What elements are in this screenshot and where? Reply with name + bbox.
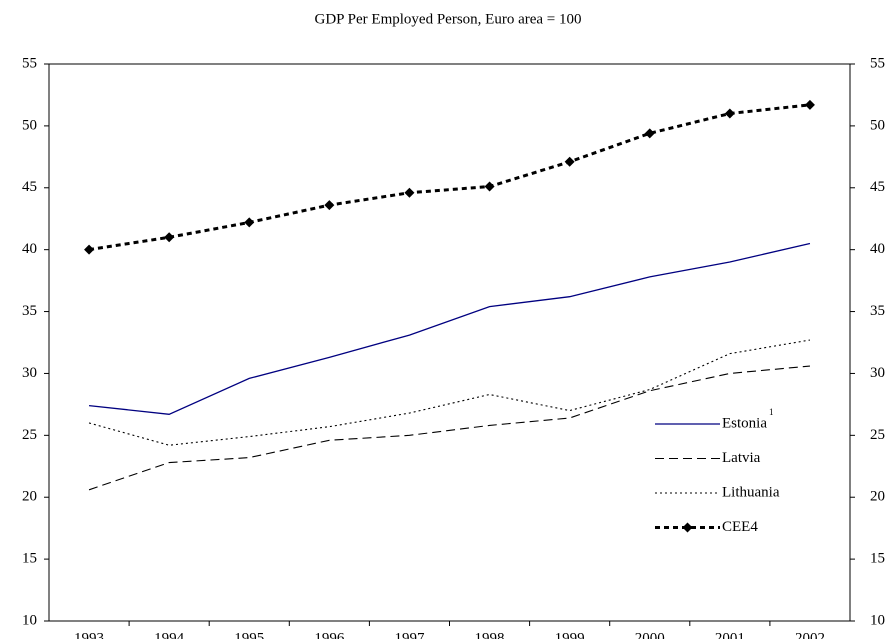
legend-label: Latvia	[722, 450, 761, 466]
y2-tick-label: 15	[870, 551, 885, 567]
y-tick-label: 20	[22, 489, 37, 505]
x-tick-label: 1998	[475, 630, 505, 639]
point-marker	[244, 217, 255, 228]
point-marker	[564, 156, 575, 167]
point-marker	[484, 181, 495, 192]
y-tick-label: 15	[22, 551, 37, 567]
x-tick-label: 1995	[234, 630, 264, 639]
legend-label: CEE4	[722, 519, 758, 535]
y2-tick-label: 55	[870, 55, 885, 71]
y-tick-label: 35	[22, 303, 37, 319]
chart-title: GDP Per Employed Person, Euro area = 100	[314, 11, 581, 27]
y-tick-label: 40	[22, 241, 37, 257]
y2-tick-label: 50	[870, 117, 885, 133]
point-marker	[404, 187, 415, 198]
y-tick-label: 55	[22, 55, 37, 71]
point-marker	[724, 108, 735, 119]
series-line	[88, 339, 811, 446]
point-marker	[84, 244, 95, 255]
y2-tick-label: 20	[870, 489, 885, 505]
y2-tick-label: 35	[870, 303, 885, 319]
y2-tick-label: 10	[870, 612, 885, 628]
y-tick-label: 45	[22, 179, 37, 195]
point-marker	[644, 128, 655, 139]
series-line	[88, 103, 811, 252]
y-tick-label: 25	[22, 427, 37, 443]
series-line	[88, 365, 811, 491]
y2-tick-label: 40	[870, 241, 885, 257]
x-tick-label: 1999	[555, 630, 585, 639]
y-tick-label: 10	[22, 612, 37, 628]
x-tick-label: 2001	[715, 630, 745, 639]
y2-tick-label: 25	[870, 427, 885, 443]
legend-label: Lithuania	[722, 484, 780, 500]
x-tick-label: 2002	[795, 630, 825, 639]
legend-superscript: 1	[769, 407, 774, 417]
legend-marker	[682, 522, 693, 533]
plot-frame	[48, 63, 851, 622]
y-tick-label: 50	[22, 117, 37, 133]
x-tick-label: 1993	[74, 630, 104, 639]
x-tick-label: 1996	[314, 630, 345, 639]
y-tick-label: 30	[22, 365, 37, 381]
x-tick-label: 2000	[635, 630, 665, 639]
x-tick-label: 1994	[154, 630, 185, 639]
y2-tick-label: 45	[870, 179, 885, 195]
x-tick-label: 1997	[394, 630, 425, 639]
legend-label: Estonia	[722, 415, 767, 431]
point-marker	[164, 232, 175, 243]
series-line	[88, 242, 811, 415]
point-marker	[804, 99, 815, 110]
point-marker	[324, 200, 335, 211]
y2-tick-label: 30	[870, 365, 885, 381]
